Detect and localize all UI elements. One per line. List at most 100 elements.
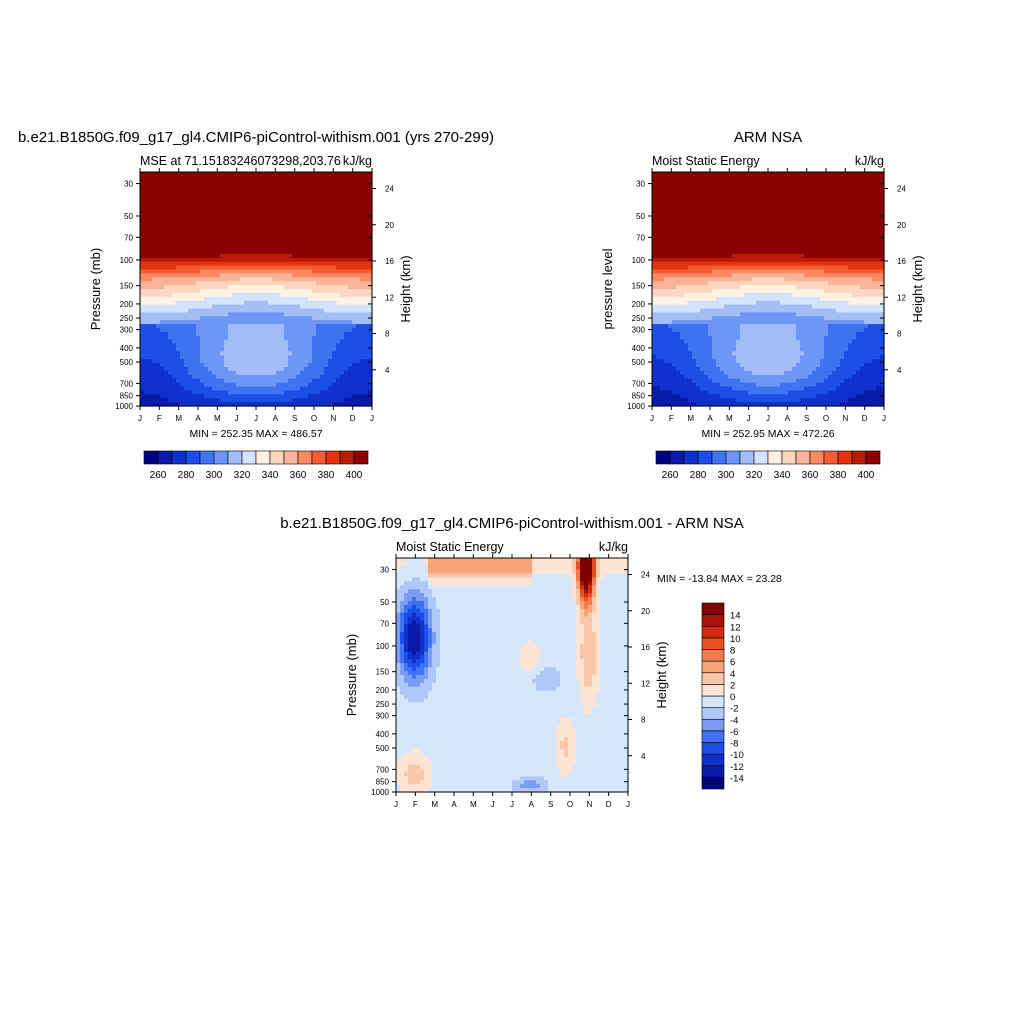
contour-cell — [188, 214, 193, 220]
contour-cell — [780, 238, 785, 243]
contour-cell — [712, 230, 717, 235]
contour-cell — [656, 175, 661, 181]
contour-cell — [200, 324, 205, 329]
contour-cell — [256, 175, 261, 181]
contour-cell — [708, 214, 713, 220]
contour-cell — [732, 195, 737, 200]
contour-cell — [752, 175, 757, 181]
contour-cell — [348, 179, 353, 185]
contour-cell — [172, 218, 177, 224]
contour-cell — [332, 328, 337, 333]
contour-cell — [244, 312, 249, 317]
contour-cell — [788, 246, 793, 251]
contour-cell — [200, 331, 205, 337]
contour-cell — [208, 172, 213, 177]
contour-cell — [276, 289, 281, 294]
contour-cell — [296, 355, 301, 360]
contour-cell — [316, 339, 321, 345]
contour-cell — [256, 343, 261, 349]
contour-cell — [300, 285, 305, 290]
contour-cell — [696, 179, 701, 185]
contour-cell — [148, 246, 153, 251]
contour-cell — [360, 250, 365, 255]
contour-cell — [776, 175, 781, 181]
contour-cell — [148, 382, 153, 388]
contour-cell — [800, 222, 805, 228]
contour-cell — [776, 226, 781, 232]
contour-cell — [660, 203, 665, 208]
contour-cell — [188, 246, 193, 251]
contour-cell — [224, 199, 229, 204]
contour-cell — [756, 179, 761, 185]
contour-cell — [180, 363, 185, 368]
contour-cell — [660, 199, 665, 204]
contour-cell — [364, 261, 369, 267]
contour-cell — [320, 339, 325, 345]
contour-cell — [160, 292, 165, 298]
contour-cell — [176, 394, 181, 399]
contour-cell — [336, 390, 341, 395]
contour-cell — [168, 222, 173, 228]
contour-cell — [664, 179, 669, 185]
contour-cell — [200, 374, 205, 380]
contour-cell — [856, 226, 861, 232]
contour-cell — [216, 316, 221, 321]
contour-cell — [368, 355, 373, 360]
contour-cell — [784, 191, 789, 196]
colorbar-label: 340 — [262, 470, 279, 481]
contour-cell — [280, 312, 285, 317]
contour-cell — [176, 253, 181, 259]
contour-cell — [264, 316, 269, 321]
contour-cell — [336, 339, 341, 345]
contour-cell — [344, 335, 349, 341]
contour-cell — [192, 195, 197, 200]
contour-cell — [820, 234, 825, 239]
contour-cell — [736, 207, 741, 212]
contour-cell — [276, 363, 281, 368]
contour-cell — [240, 390, 245, 395]
contour-cell — [212, 320, 217, 325]
contour-cell — [148, 378, 153, 384]
contour-cell — [332, 175, 337, 181]
contour-cell — [300, 292, 305, 298]
contour-cell — [304, 343, 309, 349]
contour-cell — [208, 355, 213, 360]
contour-cell — [196, 386, 201, 391]
contour-cell — [332, 265, 337, 271]
contour-cell — [304, 347, 309, 352]
contour-cell — [224, 394, 229, 399]
contour-cell — [768, 257, 773, 263]
contour-cell — [264, 277, 269, 282]
contour-cell — [192, 367, 197, 372]
contour-cell — [780, 230, 785, 235]
contour-cell — [232, 203, 237, 208]
contour-cell — [252, 402, 257, 407]
contour-cell — [724, 199, 729, 204]
contour-cell — [140, 292, 145, 298]
contour-cell — [704, 214, 709, 220]
contour-cell — [160, 257, 165, 263]
contour-cell — [820, 214, 825, 220]
contour-cell — [820, 179, 825, 185]
contour-cell — [684, 226, 689, 232]
contour-cell — [364, 386, 369, 391]
contour-cell — [760, 246, 765, 251]
contour-cell — [692, 183, 697, 189]
contour-cell — [292, 402, 297, 407]
contour-cell — [748, 230, 753, 235]
contour-cell — [196, 214, 201, 220]
contour-cell — [320, 331, 325, 337]
contour-cell — [156, 402, 161, 407]
contour-cell — [332, 374, 337, 380]
contour-cell — [352, 304, 357, 310]
contour-cell — [264, 218, 269, 224]
contour-cell — [176, 398, 181, 403]
contour-cell — [840, 172, 845, 177]
contour-cell — [196, 195, 201, 200]
contour-cell — [308, 238, 313, 243]
contour-cell — [760, 230, 765, 235]
contour-cell — [288, 324, 293, 329]
contour-cell — [704, 187, 709, 193]
contour-cell — [748, 175, 753, 181]
contour-cell — [140, 339, 145, 345]
